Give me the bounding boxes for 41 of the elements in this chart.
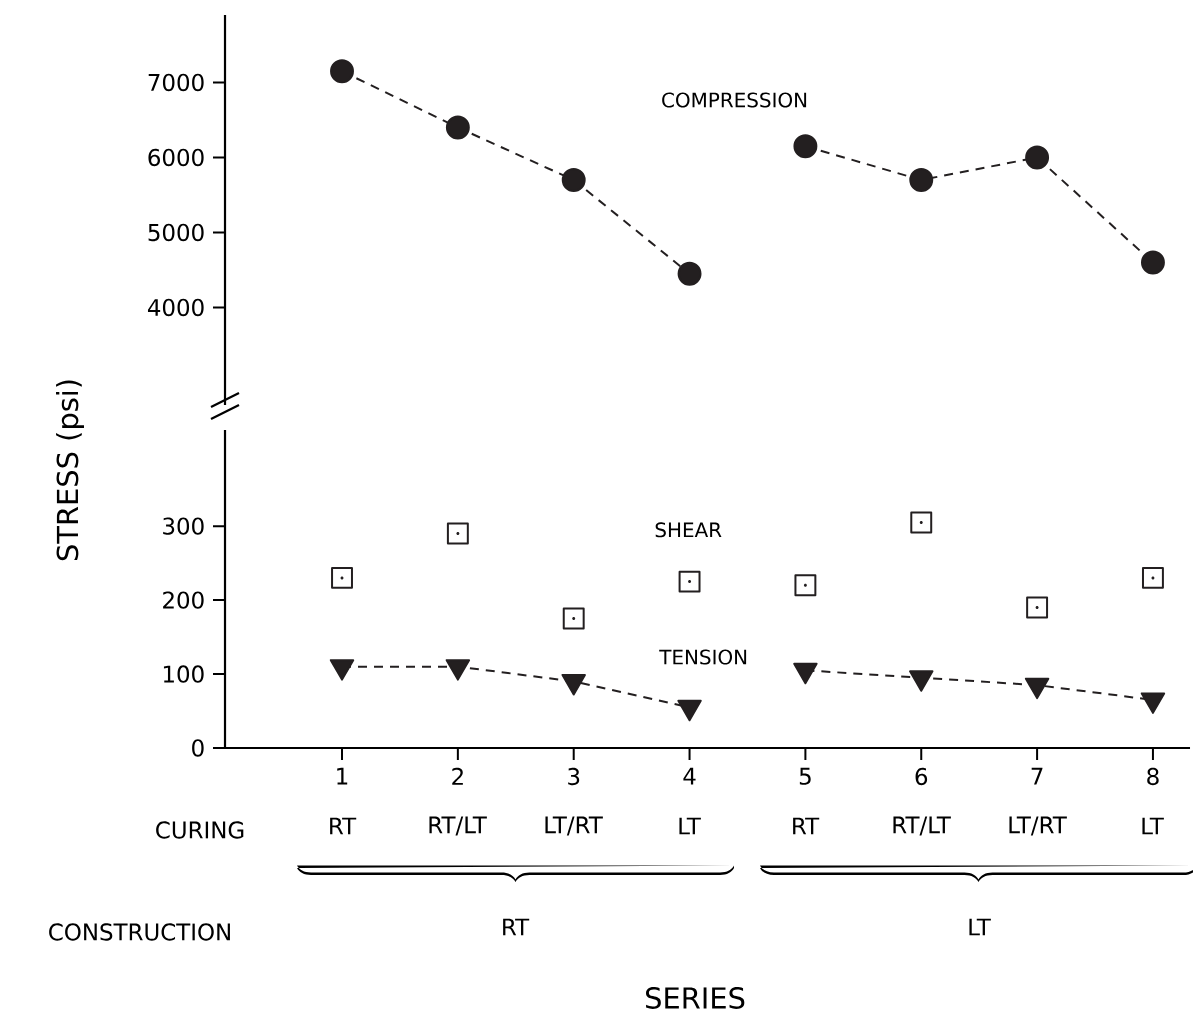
point	[677, 261, 702, 286]
text: LT	[679, 817, 701, 835]
x-tick-label: 6	[915, 767, 928, 786]
point	[330, 59, 354, 84]
y-tick-label: 4000	[147, 298, 204, 317]
text: LT	[969, 918, 991, 936]
y-tick-label: 300	[163, 517, 204, 535]
y-tick-label: 6000	[148, 148, 204, 167]
text: CONSTRUCTION	[49, 923, 230, 941]
point	[445, 115, 470, 140]
point	[1140, 250, 1165, 275]
point	[561, 168, 586, 192]
text: LT	[1142, 817, 1164, 835]
y-tick-label: 0	[192, 739, 204, 757]
x-axis-title: SERIES	[646, 987, 745, 1009]
y-tick-label: 100	[163, 665, 204, 683]
x-tick-label: 5	[799, 767, 811, 785]
point	[909, 168, 934, 192]
point	[793, 134, 818, 159]
series-label: TENSION	[659, 649, 747, 665]
text: LT/RT	[1009, 816, 1067, 836]
x-tick-label: 7	[1031, 767, 1043, 785]
text: SHEAR	[655, 522, 722, 538]
text: RT/LT	[429, 816, 487, 836]
y-tick-label: 200	[163, 591, 204, 609]
text: LT/RT	[545, 816, 603, 836]
text: RT	[330, 817, 357, 835]
y-tick-label: 7000	[148, 73, 204, 92]
y-tick-label: 5000	[148, 223, 204, 242]
text: CURING	[156, 821, 244, 839]
x-tick-label: 3	[568, 767, 580, 786]
x-tick-label: 4	[683, 767, 696, 785]
text: RT	[793, 817, 820, 835]
x-tick-label: 1	[337, 767, 348, 785]
text: COMPRESSION	[662, 92, 807, 108]
x-tick-label: 8	[1147, 767, 1159, 786]
x-tick-label: 2	[452, 767, 463, 785]
y-axis-title: STRESS (psi)	[56, 380, 84, 561]
text: RT	[503, 918, 530, 936]
text: RT/LT	[893, 816, 951, 836]
point	[1025, 145, 1050, 170]
